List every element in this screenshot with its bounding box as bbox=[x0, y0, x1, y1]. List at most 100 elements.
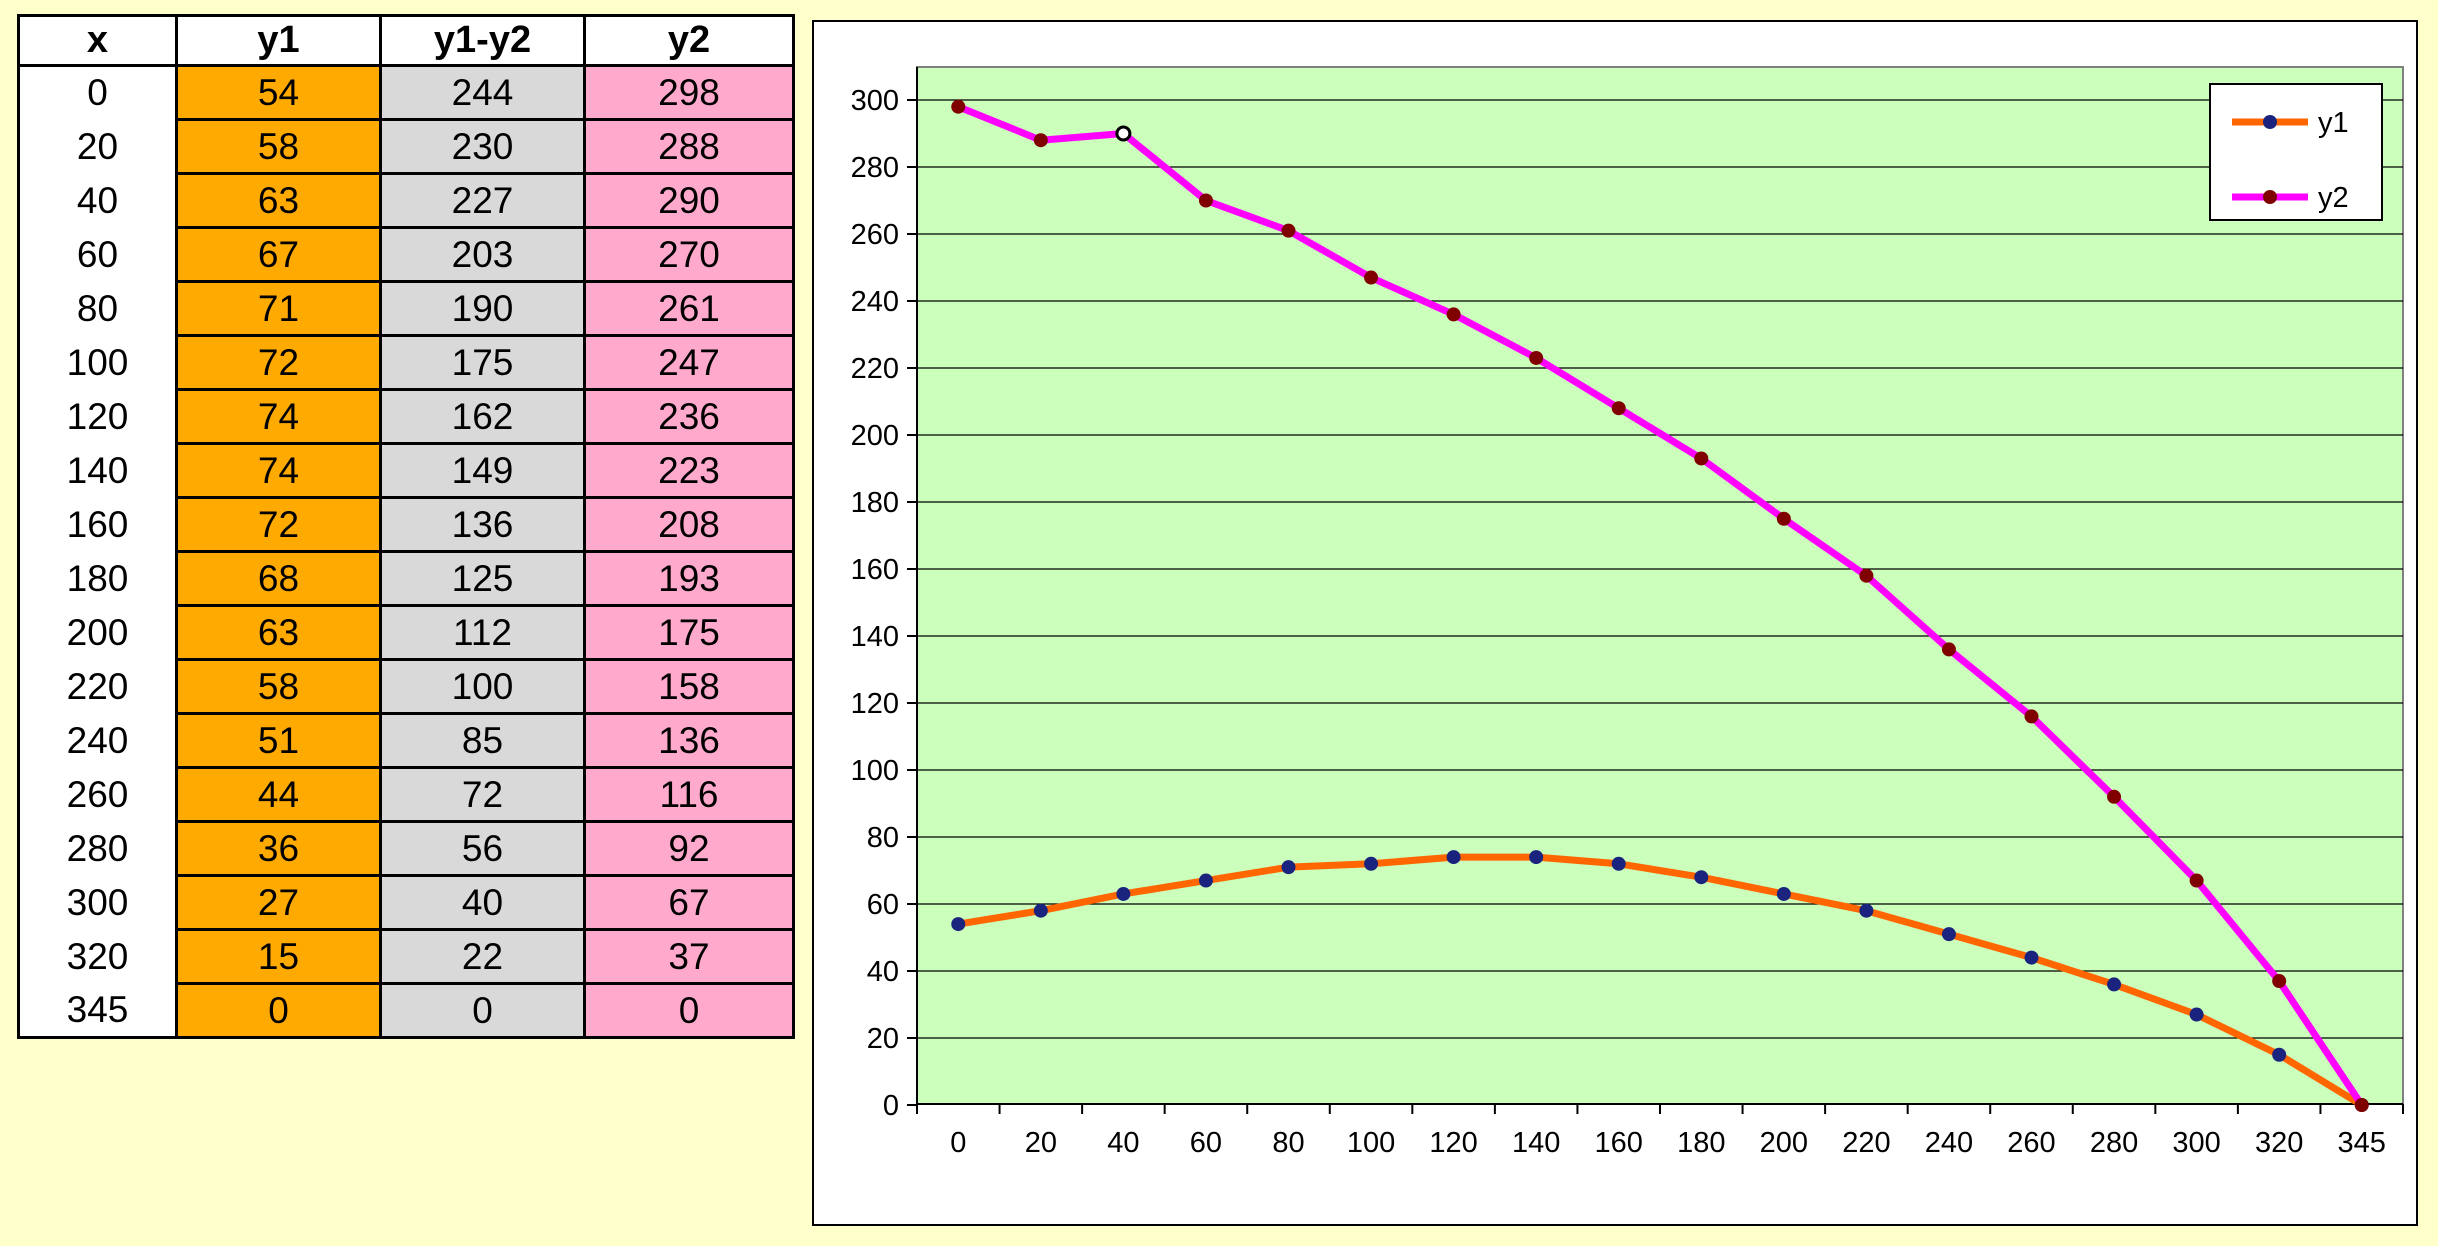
y-tick-label: 180 bbox=[851, 487, 899, 519]
cell-y1-y2: 136 bbox=[380, 497, 586, 553]
cell-y2: 193 bbox=[584, 551, 794, 607]
data-point-y1 bbox=[1776, 886, 1791, 901]
x-tick-label: 80 bbox=[1272, 1127, 1304, 1159]
cell-y1: 27 bbox=[176, 875, 382, 931]
y-tick-label: 120 bbox=[851, 688, 899, 720]
cell-y1-y2: 175 bbox=[380, 335, 586, 391]
cell-y2: 298 bbox=[584, 65, 794, 121]
data-point-y2 bbox=[2107, 789, 2122, 804]
cell-x: 260 bbox=[18, 767, 178, 822]
cell-x: 60 bbox=[18, 227, 178, 282]
cell-y1-y2: 40 bbox=[380, 875, 586, 931]
cell-y1-y2: 162 bbox=[380, 389, 586, 445]
data-point-y2 bbox=[1611, 401, 1626, 416]
cell-x: 100 bbox=[18, 335, 178, 390]
x-tick-label: 160 bbox=[1595, 1127, 1643, 1159]
cell-y1: 36 bbox=[176, 821, 382, 877]
y-tick-label: 100 bbox=[851, 755, 899, 787]
data-table: x y1 y1-y2 y2 0 54 244 298 20 58 230 288 40 63 227… bbox=[17, 14, 795, 1039]
cell-y2: 136 bbox=[584, 713, 794, 769]
cell-y1: 72 bbox=[176, 335, 382, 391]
y-tick-label: 200 bbox=[851, 420, 899, 452]
table-row: 100 72 175 247 bbox=[18, 335, 794, 391]
cell-y1: 74 bbox=[176, 443, 382, 499]
plot-area bbox=[916, 66, 2404, 1105]
cell-x: 120 bbox=[18, 389, 178, 444]
cell-y2: 223 bbox=[584, 443, 794, 499]
data-point-y2 bbox=[1941, 642, 1956, 657]
y-tick-label: 160 bbox=[851, 554, 899, 586]
x-tick-label: 140 bbox=[1512, 1127, 1560, 1159]
y-tick-label: 240 bbox=[851, 286, 899, 318]
table-row: 345 0 0 0 bbox=[18, 983, 794, 1039]
data-point-y2 bbox=[1446, 307, 1461, 322]
x-tick-label: 20 bbox=[1025, 1127, 1057, 1159]
cell-y1: 0 bbox=[176, 983, 382, 1039]
y-tick-label: 60 bbox=[867, 889, 899, 921]
legend-label-y1: y1 bbox=[2318, 107, 2349, 139]
header-y1: y1 bbox=[175, 14, 382, 67]
cell-y1: 44 bbox=[176, 767, 382, 823]
data-point-y2 bbox=[951, 99, 966, 114]
cell-y1-y2: 190 bbox=[380, 281, 586, 337]
cell-y1: 74 bbox=[176, 389, 382, 445]
x-tick-label: 180 bbox=[1677, 1127, 1725, 1159]
cell-x: 20 bbox=[18, 119, 178, 174]
cell-y1-y2: 85 bbox=[380, 713, 586, 769]
x-tick-label: 120 bbox=[1429, 1127, 1477, 1159]
cell-x: 0 bbox=[18, 65, 178, 120]
series-line-y2 bbox=[956, 103, 2365, 1107]
cell-x: 80 bbox=[18, 281, 178, 336]
cell-y2: 175 bbox=[584, 605, 794, 661]
data-point-y1 bbox=[1529, 850, 1544, 865]
x-tick-label: 0 bbox=[950, 1127, 966, 1159]
line-chart: 0204060801001201401601802002202402602803… bbox=[851, 66, 2404, 1159]
data-point-y2-selected bbox=[1115, 125, 1132, 142]
cell-y2: 67 bbox=[584, 875, 794, 931]
table-row: 160 72 136 208 bbox=[18, 497, 794, 553]
data-point-y1 bbox=[1694, 870, 1709, 885]
cell-y2: 261 bbox=[584, 281, 794, 337]
legend-marker-y2 bbox=[2263, 190, 2277, 204]
table-row: 260 44 72 116 bbox=[18, 767, 794, 823]
cell-y1-y2: 149 bbox=[380, 443, 586, 499]
cell-x: 200 bbox=[18, 605, 178, 660]
data-point-y2 bbox=[2024, 709, 2039, 724]
cell-y2: 270 bbox=[584, 227, 794, 283]
y-tick-label: 260 bbox=[851, 219, 899, 251]
x-tick-label: 200 bbox=[1760, 1127, 1808, 1159]
cell-y1-y2: 112 bbox=[380, 605, 586, 661]
x-tick-label: 300 bbox=[2172, 1127, 2220, 1159]
data-point-y1 bbox=[1859, 903, 1874, 918]
data-point-y2 bbox=[1529, 350, 1544, 365]
cell-x: 40 bbox=[18, 173, 178, 228]
cell-y1-y2: 22 bbox=[380, 929, 586, 985]
x-tick-label: 240 bbox=[1925, 1127, 1973, 1159]
data-point-y1 bbox=[951, 917, 966, 932]
table-row: 200 63 112 175 bbox=[18, 605, 794, 661]
cell-y1: 72 bbox=[176, 497, 382, 553]
table-row: 80 71 190 261 bbox=[18, 281, 794, 337]
cell-y2: 247 bbox=[584, 335, 794, 391]
data-point-y2 bbox=[1694, 451, 1709, 466]
cell-y1-y2: 56 bbox=[380, 821, 586, 877]
x-tick-label: 280 bbox=[2090, 1127, 2138, 1159]
cell-x: 345 bbox=[18, 983, 178, 1038]
cell-y1-y2: 72 bbox=[380, 767, 586, 823]
table-row: 240 51 85 136 bbox=[18, 713, 794, 769]
x-tick-label: 60 bbox=[1190, 1127, 1222, 1159]
table-header-row: x y1 y1-y2 y2 bbox=[17, 14, 795, 67]
data-point-y2 bbox=[2354, 1098, 2369, 1112]
cell-y1: 63 bbox=[176, 605, 382, 661]
x-tick-label: 100 bbox=[1347, 1127, 1395, 1159]
data-point-y1 bbox=[2272, 1047, 2287, 1062]
data-point-y1 bbox=[1033, 903, 1048, 918]
header-y1-y2: y1-y2 bbox=[379, 14, 586, 67]
cell-x: 160 bbox=[18, 497, 178, 552]
cell-y1-y2: 203 bbox=[380, 227, 586, 283]
data-point-y2 bbox=[1033, 133, 1048, 148]
cell-x: 180 bbox=[18, 551, 178, 606]
data-point-y1 bbox=[1611, 856, 1626, 871]
cell-y1-y2: 227 bbox=[380, 173, 586, 229]
y-tick-label: 280 bbox=[851, 152, 899, 184]
